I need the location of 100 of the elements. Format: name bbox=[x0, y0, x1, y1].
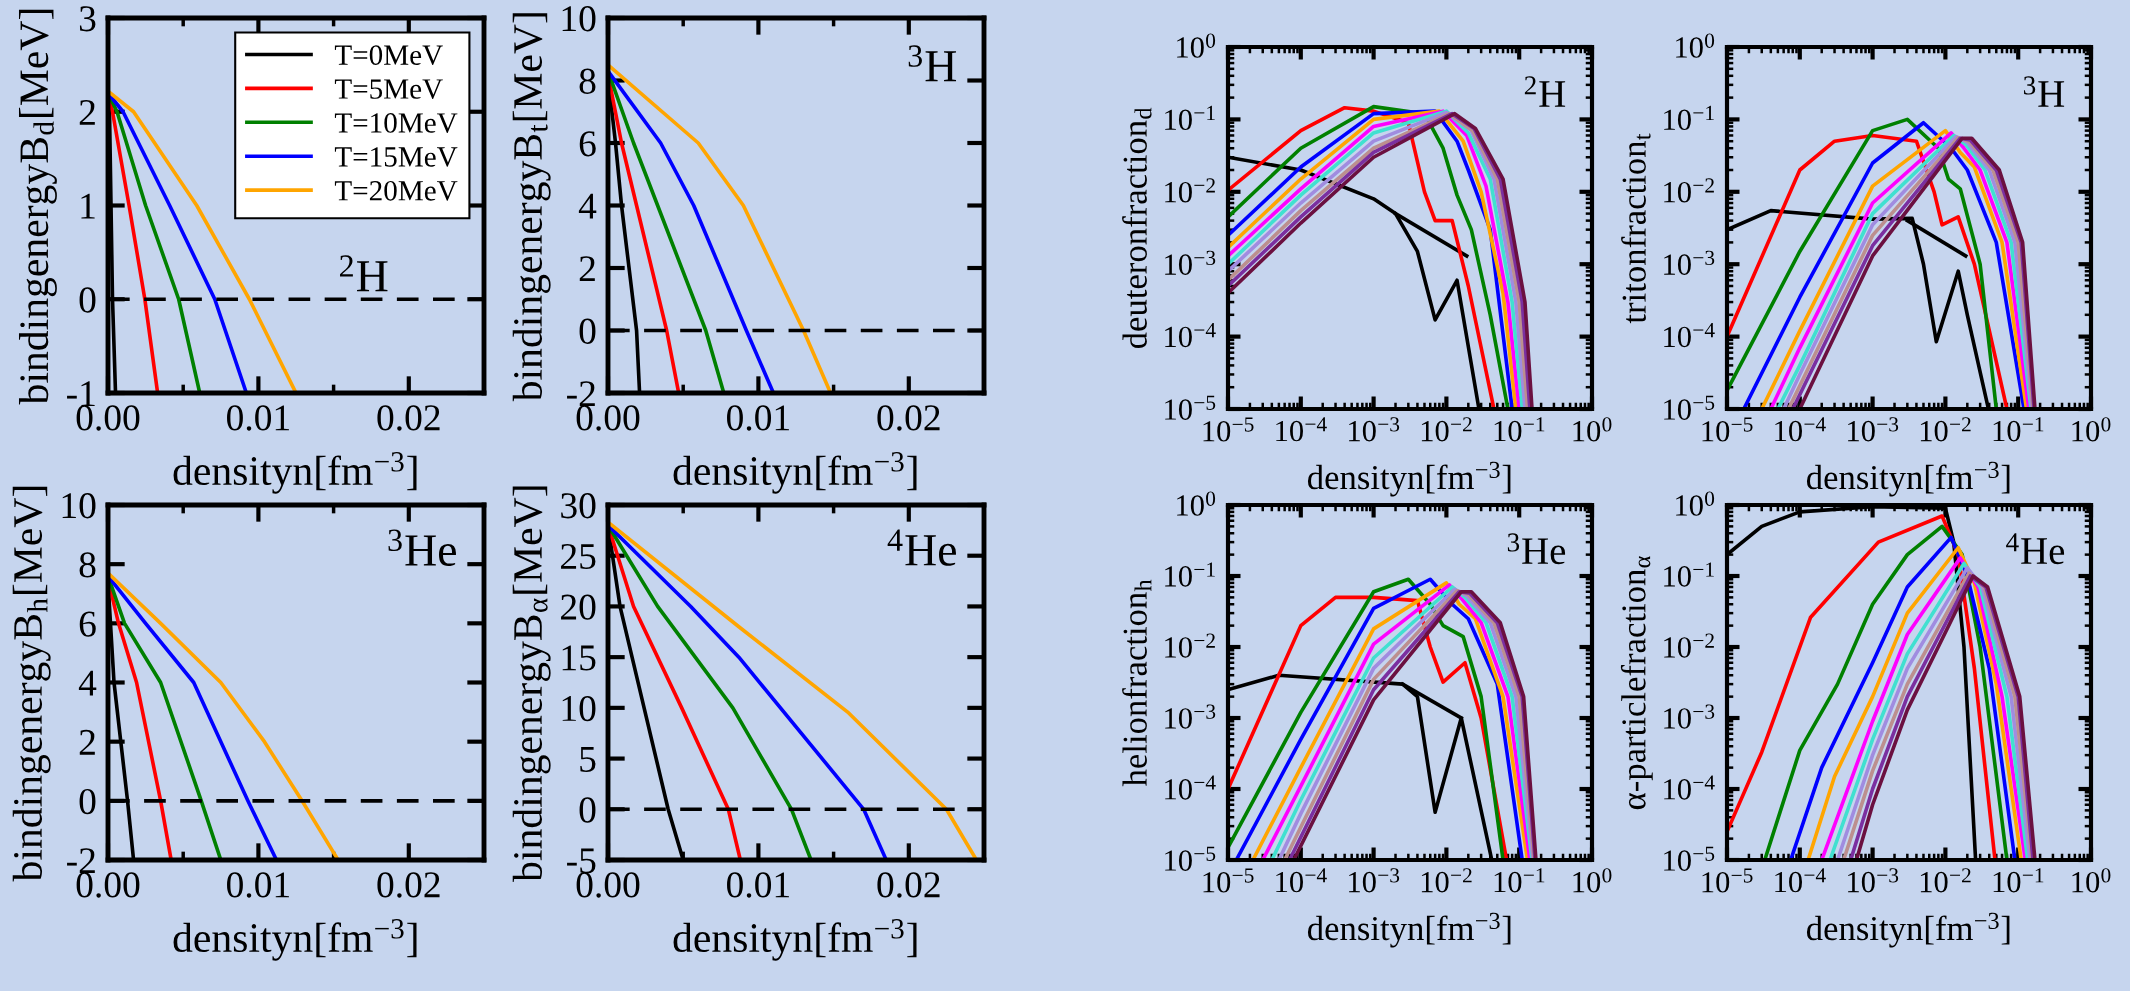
y-axis-title: bindingenergyB$_{α}$[MeV] bbox=[512, 486, 551, 882]
x-tick-label: 10$^{−5}$ bbox=[1702, 868, 1753, 893]
y-tick-label: 10 bbox=[62, 493, 96, 519]
annotation: $^{4}$He bbox=[2006, 533, 2065, 565]
x-tick-label: 10$^{−2}$ bbox=[1421, 868, 1472, 893]
legend-label: T=15MeV bbox=[334, 147, 458, 167]
y-tick-label: 3 bbox=[79, 6, 96, 32]
y-tick-label: 2 bbox=[79, 729, 95, 755]
x-tick-label: 0.02 bbox=[877, 872, 940, 898]
x-tick-label: 10$^{−4}$ bbox=[1775, 417, 1826, 442]
y-axis-title: α-particlefraction$_{α}$ bbox=[1620, 556, 1653, 810]
y-tick-label: 10$^{−2}$ bbox=[1664, 633, 1714, 658]
y-tick-label: 0 bbox=[579, 318, 596, 344]
x-tick-label: 10$^{−2}$ bbox=[1920, 417, 1971, 442]
y-tick-label: 10$^{−5}$ bbox=[1165, 846, 1216, 871]
y-tick-label: 10$^{−5}$ bbox=[1664, 846, 1715, 871]
y-tick-label: 10$^{−1}$ bbox=[1165, 105, 1215, 131]
y-tick-label: 25 bbox=[561, 543, 596, 570]
y-tick-label: 10$^{−1}$ bbox=[1165, 562, 1215, 587]
x-tick-label: 0.00 bbox=[76, 872, 140, 898]
x-tick-label: 10$^{−2}$ bbox=[1920, 868, 1971, 893]
x-tick-label: 10$^{−4}$ bbox=[1775, 868, 1826, 893]
x-axis-title: densityn[fm$^{−3}$] bbox=[1307, 912, 1511, 948]
y-axis-title: bindingenergyB$_{h}$[MeV] bbox=[12, 486, 51, 882]
x-axis-title: densityn[fm$^{−3}$] bbox=[173, 919, 417, 961]
y-tick-label: 6 bbox=[579, 131, 596, 157]
y-tick-label: 0 bbox=[79, 287, 96, 313]
y-tick-label: 15 bbox=[562, 645, 596, 671]
y-tick-label: 10$^{−1}$ bbox=[1664, 105, 1714, 131]
legend-label: T=20MeV bbox=[334, 180, 458, 201]
y-tick-label: 10$^{0}$ bbox=[1177, 33, 1216, 58]
x-axis-title: densityn[fm$^{−3}$] bbox=[673, 452, 917, 494]
x-axis-title: densityn[fm$^{−3}$] bbox=[673, 919, 917, 961]
y-tick-label: 10$^{−4}$ bbox=[1664, 323, 1715, 348]
y-axis-title: bindingenergyB$_{t}$[MeV] bbox=[512, 13, 551, 402]
y-tick-label: -2 bbox=[67, 848, 95, 874]
y-tick-label: 10$^{−2}$ bbox=[1165, 178, 1215, 203]
y-tick-label: 10$^{−2}$ bbox=[1664, 178, 1714, 203]
y-tick-label: 10$^{0}$ bbox=[1177, 491, 1216, 516]
x-tick-label: 10$^{−3}$ bbox=[1848, 868, 1899, 893]
y-tick-label: 10 bbox=[562, 695, 596, 722]
x-tick-label: 10$^{−2}$ bbox=[1421, 417, 1472, 442]
x-tick-label: 10$^{−3}$ bbox=[1848, 417, 1899, 442]
y-tick-label: 0 bbox=[79, 788, 96, 815]
y-tick-label: 30 bbox=[561, 493, 596, 519]
y-tick-label: 10$^{−3}$ bbox=[1165, 250, 1216, 275]
y-tick-label: 2 bbox=[579, 256, 595, 282]
annotation: $^{2}$H bbox=[1524, 76, 1566, 107]
y-tick-label: 8 bbox=[79, 552, 96, 578]
x-tick-label: 10$^{−5}$ bbox=[1203, 868, 1254, 893]
x-tick-label: 10$^{0}$ bbox=[2072, 417, 2111, 442]
y-tick-label: 1 bbox=[81, 193, 95, 219]
y-tick-label: 10$^{−4}$ bbox=[1664, 775, 1715, 800]
y-tick-label: 4 bbox=[578, 193, 597, 219]
annotation: $^{2}$H bbox=[340, 255, 388, 292]
y-tick-label: 0 bbox=[579, 797, 596, 823]
y-tick-label: 10$^{−4}$ bbox=[1165, 775, 1216, 800]
annotation: $^{3}$H bbox=[2023, 76, 2065, 107]
y-tick-label: 20 bbox=[561, 594, 596, 620]
annotation: $^{3}$H bbox=[908, 45, 957, 82]
annotation: $^{3}$He bbox=[388, 529, 456, 566]
x-tick-label: 0.01 bbox=[727, 872, 789, 898]
y-tick-label: 6 bbox=[79, 611, 96, 637]
x-tick-label: 0.00 bbox=[76, 405, 140, 431]
x-tick-label: 10$^{0}$ bbox=[2072, 868, 2111, 893]
x-tick-label: 0.01 bbox=[227, 872, 289, 898]
x-tick-label: 10$^{−1}$ bbox=[1993, 417, 2044, 442]
x-tick-label: 10$^{−5}$ bbox=[1702, 417, 1753, 442]
y-tick-label: 10$^{0}$ bbox=[1676, 491, 1715, 516]
x-tick-label: 0.00 bbox=[576, 405, 640, 431]
x-axis-title: densityn[fm$^{−3}$] bbox=[1806, 461, 2010, 497]
x-tick-label: 10$^{−3}$ bbox=[1349, 417, 1400, 442]
x-tick-label: 10$^{−1}$ bbox=[1993, 868, 2044, 893]
y-tick-label: 10$^{−1}$ bbox=[1664, 562, 1714, 587]
y-tick-label: 2 bbox=[79, 99, 95, 125]
annotation: $^{4}$He bbox=[887, 529, 956, 566]
x-tick-label: 0.02 bbox=[377, 872, 440, 898]
y-tick-label: -1 bbox=[67, 381, 95, 407]
x-tick-label: 0.02 bbox=[877, 405, 940, 431]
y-tick-label: -2 bbox=[567, 381, 595, 407]
legend-label: T=10MeV bbox=[334, 113, 458, 133]
x-tick-label: 10$^{0}$ bbox=[1573, 868, 1612, 893]
x-tick-label: 10$^{−4}$ bbox=[1276, 417, 1327, 442]
x-tick-label: 10$^{−5}$ bbox=[1203, 417, 1254, 442]
y-tick-label: 8 bbox=[579, 68, 596, 94]
y-tick-label: 10$^{−3}$ bbox=[1165, 704, 1216, 729]
x-tick-label: 0.00 bbox=[576, 872, 640, 898]
x-tick-label: 10$^{−4}$ bbox=[1276, 868, 1327, 893]
x-tick-label: 0.01 bbox=[727, 405, 789, 431]
y-tick-label: 10$^{−3}$ bbox=[1664, 704, 1715, 729]
y-tick-label: 4 bbox=[78, 670, 97, 696]
x-axis-title: densityn[fm$^{−3}$] bbox=[173, 452, 417, 494]
y-tick-label: 10$^{0}$ bbox=[1676, 33, 1715, 58]
x-tick-label: 0.02 bbox=[377, 405, 440, 431]
x-tick-label: 0.01 bbox=[227, 405, 289, 431]
y-tick-label: 10$^{−2}$ bbox=[1165, 633, 1215, 658]
legend-label: T=5MeV bbox=[334, 79, 443, 100]
x-axis-title: densityn[fm$^{−3}$] bbox=[1806, 912, 2010, 948]
y-tick-label: 10$^{−4}$ bbox=[1165, 323, 1216, 348]
legend-label: T=0MeV bbox=[334, 45, 443, 66]
